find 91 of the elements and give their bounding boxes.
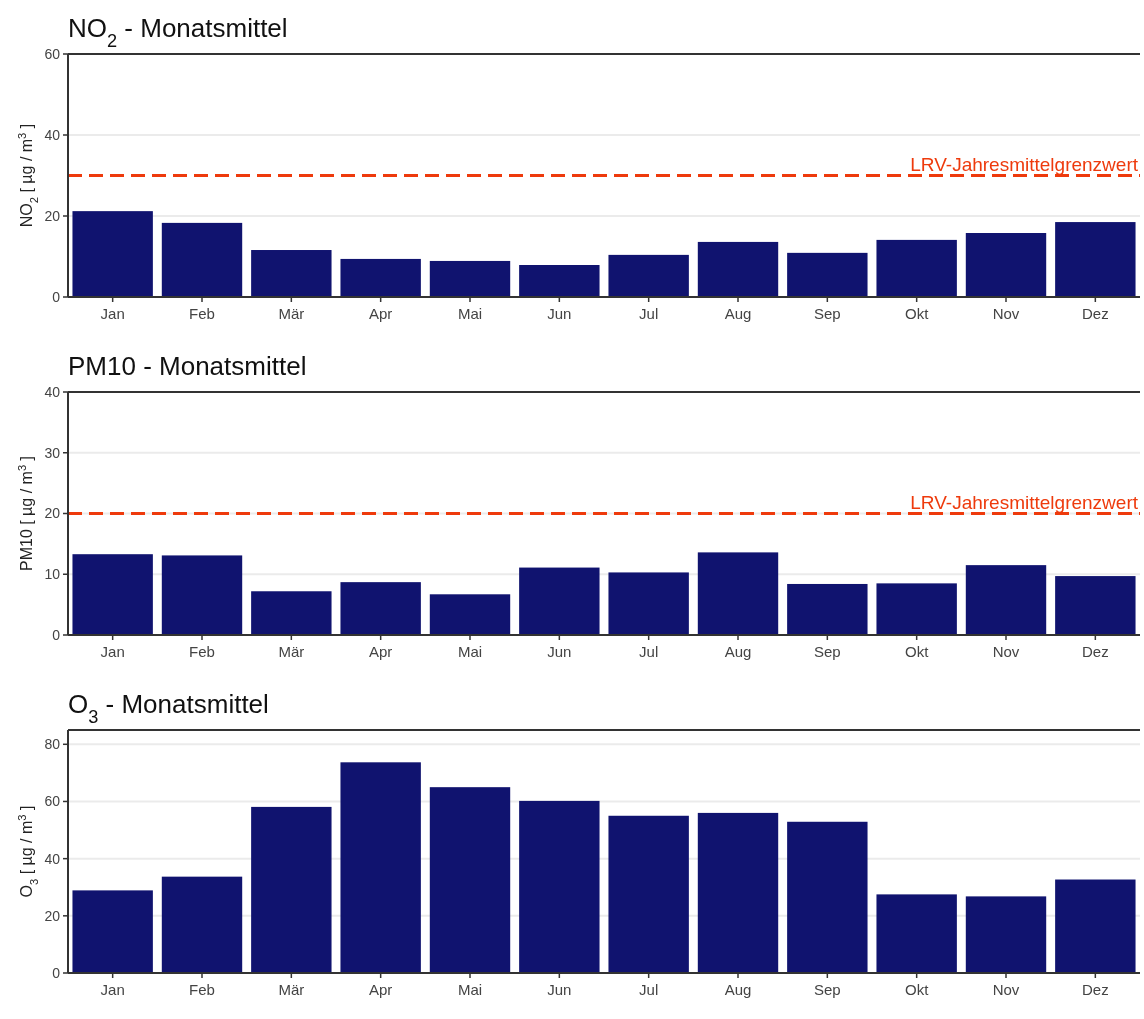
bar (608, 815, 689, 973)
y-tick-label: 80 (44, 736, 61, 753)
x-tick-label: Okt (904, 643, 930, 660)
x-tick-label: Apr (368, 981, 393, 998)
x-tick-label: Jan (100, 305, 125, 322)
x-tick-label: Jul (639, 305, 659, 322)
bar (429, 260, 511, 297)
x-tick-label: Jun (547, 305, 572, 322)
bar (72, 890, 153, 973)
y-tick-label: 10 (44, 566, 61, 583)
bar (697, 552, 779, 635)
x-tick-label: Feb (189, 643, 215, 660)
x-tick-label: Sep (813, 643, 841, 660)
x-tick-label: Okt (904, 981, 930, 998)
bar (697, 812, 779, 973)
bar (876, 894, 957, 973)
x-tick-label: Feb (189, 981, 215, 998)
bar (251, 591, 332, 635)
x-tick-label: Aug (724, 643, 752, 660)
bar (72, 211, 153, 297)
x-tick-label: Feb (189, 305, 215, 322)
x-tick-label: Jul (639, 981, 659, 998)
y-tick-label: 60 (44, 45, 61, 62)
ref-line-label: LRV-Jahresmittelgrenzwert (910, 153, 1139, 175)
x-tick-label: Mai (457, 643, 483, 660)
x-tick-label: Sep (813, 981, 841, 998)
x-tick-label: Apr (368, 643, 393, 660)
bar (787, 252, 868, 297)
bar (1055, 879, 1136, 973)
bar (340, 582, 421, 635)
x-tick-label: Nov (992, 305, 1020, 322)
ref-line-label: LRV-Jahresmittelgrenzwert (910, 491, 1139, 513)
x-tick-label: Apr (368, 305, 393, 322)
bar (519, 567, 600, 635)
bar (251, 806, 332, 973)
bar (251, 250, 332, 297)
bar (519, 265, 600, 297)
x-tick-label: Dez (1081, 981, 1109, 998)
bar (965, 896, 1047, 973)
x-tick-label: Jun (547, 981, 572, 998)
x-tick-label: Mai (457, 981, 483, 998)
chart-title: NO$_{2}$ - Monatsmittel (68, 13, 288, 51)
y-tick-label: 40 (44, 850, 61, 867)
bar (876, 583, 957, 635)
x-tick-label: Jun (547, 643, 572, 660)
y-tick-label: 60 (44, 793, 61, 810)
y-tick-label: 20 (44, 907, 61, 924)
bar (965, 233, 1047, 297)
bar (340, 258, 421, 297)
x-tick-label: Nov (992, 981, 1020, 998)
bar (72, 554, 153, 635)
x-tick-label: Mär (278, 981, 305, 998)
x-tick-label: Aug (724, 305, 752, 322)
y-tick-label: 0 (52, 964, 61, 981)
x-tick-label: Mai (457, 305, 483, 322)
x-tick-label: Mär (278, 643, 305, 660)
x-tick-label: Dez (1081, 305, 1109, 322)
y-tick-label: 20 (44, 505, 61, 522)
x-tick-label: Dez (1081, 643, 1109, 660)
bar (429, 787, 511, 973)
y-tick-label: 40 (44, 126, 61, 143)
x-tick-label: Jan (100, 643, 125, 660)
bar (876, 239, 957, 297)
y-tick-label: 0 (52, 288, 61, 305)
x-tick-label: Jul (639, 643, 659, 660)
bar (965, 565, 1047, 635)
bar (608, 572, 689, 635)
x-tick-label: Nov (992, 643, 1020, 660)
y-tick-label: 20 (44, 207, 61, 224)
bar (1055, 576, 1136, 635)
y-tick-label: 30 (44, 444, 61, 461)
chart-title: O$_{3}$ - Monatsmittel (68, 689, 269, 727)
bar (161, 555, 243, 635)
x-tick-label: Aug (724, 981, 752, 998)
bar (429, 594, 511, 635)
chart-title: PM10 - Monatsmittel (68, 351, 307, 381)
bar (161, 222, 243, 297)
bar (697, 241, 779, 297)
bar (608, 254, 689, 297)
bar (161, 876, 243, 973)
bar (787, 821, 868, 973)
bar (1055, 222, 1136, 297)
bar (519, 800, 600, 973)
y-tick-label: 0 (52, 626, 61, 643)
y-tick-label: 40 (44, 383, 61, 400)
x-tick-label: Mär (278, 305, 305, 322)
x-tick-label: Okt (904, 305, 930, 322)
bar (787, 583, 868, 635)
bar (340, 762, 421, 973)
x-tick-label: Jan (100, 981, 125, 998)
x-tick-label: Sep (813, 305, 841, 322)
